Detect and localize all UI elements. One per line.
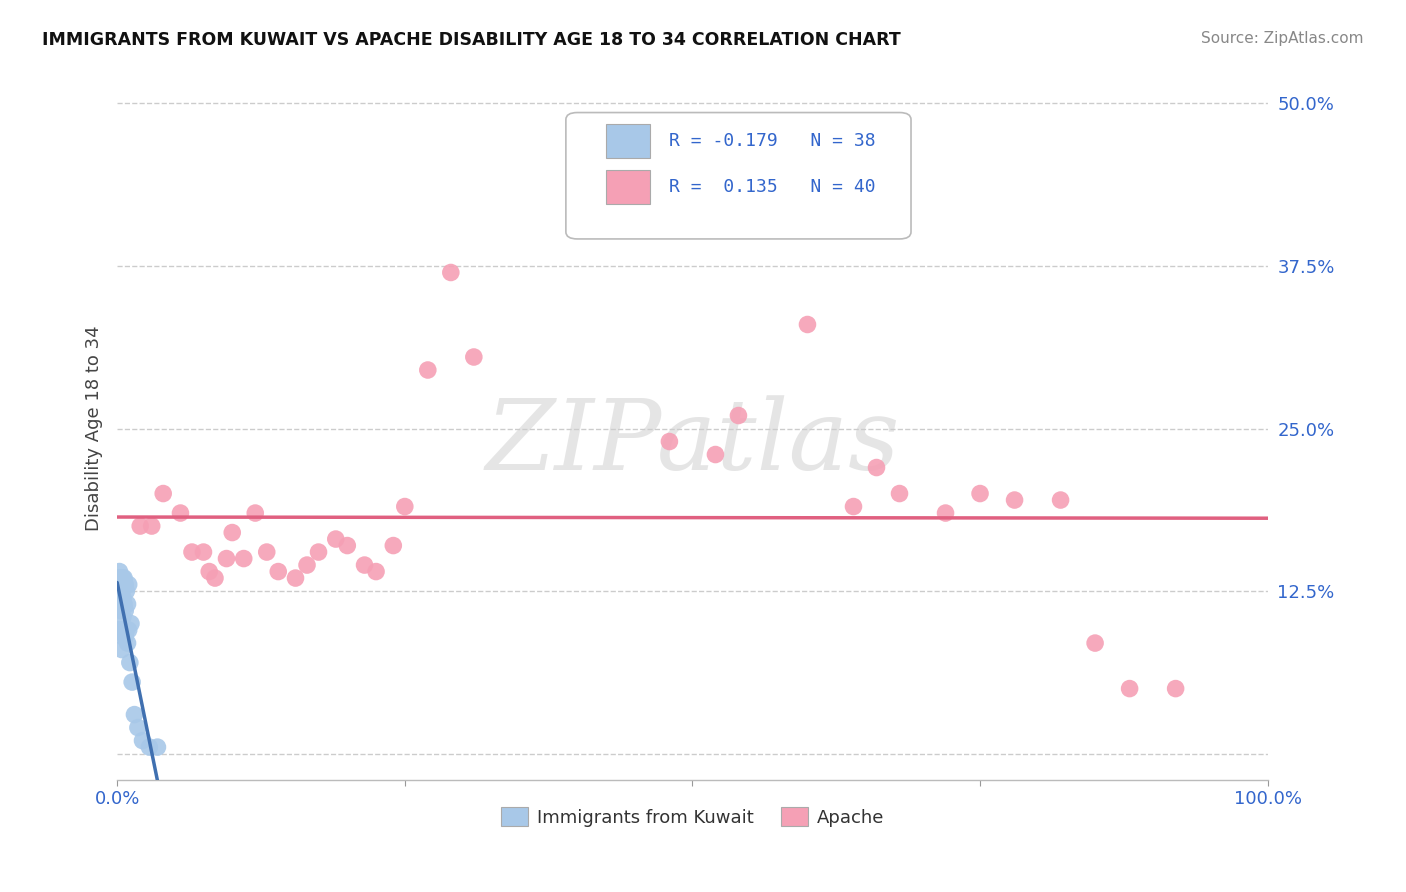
Point [181, 545, 204, 559]
Text: R =  0.135   N = 40: R = 0.135 N = 40 [669, 178, 876, 196]
Point [146, 740, 169, 755]
Point [463, 350, 485, 364]
Point [934, 506, 956, 520]
Text: IMMIGRANTS FROM KUWAIT VS APACHE DISABILITY AGE 18 TO 34 CORRELATION CHART: IMMIGRANTS FROM KUWAIT VS APACHE DISABIL… [42, 31, 901, 49]
Point [110, 584, 132, 599]
Point [110, 623, 132, 637]
FancyBboxPatch shape [565, 112, 911, 239]
Point [111, 597, 134, 611]
Point [107, 623, 129, 637]
Text: R = -0.179   N = 38: R = -0.179 N = 38 [669, 132, 876, 151]
Point [117, 636, 139, 650]
Point [121, 675, 143, 690]
Point [198, 565, 221, 579]
Point [131, 733, 153, 747]
Point [232, 551, 254, 566]
Point [118, 577, 141, 591]
Point [969, 486, 991, 500]
Point [141, 519, 163, 533]
Point [336, 539, 359, 553]
Point [111, 577, 134, 591]
FancyBboxPatch shape [606, 170, 650, 204]
Point [108, 591, 131, 605]
Point [1118, 681, 1140, 696]
Point [114, 630, 136, 644]
Point [114, 603, 136, 617]
Point [796, 318, 818, 332]
Point [118, 656, 141, 670]
Point [129, 519, 152, 533]
Point [120, 616, 142, 631]
Point [112, 597, 135, 611]
Point [108, 565, 131, 579]
Point [221, 525, 243, 540]
Point [127, 721, 149, 735]
Point [704, 448, 727, 462]
Point [111, 642, 134, 657]
Point [110, 571, 132, 585]
Point [152, 486, 174, 500]
Point [256, 545, 278, 559]
Point [658, 434, 681, 449]
Point [108, 623, 131, 637]
FancyBboxPatch shape [606, 125, 650, 158]
Point [111, 591, 134, 605]
Point [107, 571, 129, 585]
Point [416, 363, 439, 377]
Point [169, 506, 191, 520]
Point [115, 584, 138, 599]
Point [124, 707, 146, 722]
Point [112, 623, 135, 637]
Point [1084, 636, 1107, 650]
Point [245, 506, 267, 520]
Point [115, 623, 138, 637]
Point [138, 740, 160, 755]
Point [889, 486, 911, 500]
Point [727, 409, 749, 423]
Point [1164, 681, 1187, 696]
Legend: Immigrants from Kuwait, Apache: Immigrants from Kuwait, Apache [494, 800, 891, 834]
Y-axis label: Disability Age 18 to 34: Disability Age 18 to 34 [86, 326, 103, 532]
Point [325, 532, 347, 546]
Point [308, 545, 330, 559]
Point [111, 571, 134, 585]
Point [111, 630, 134, 644]
Text: ZIPatlas: ZIPatlas [485, 395, 900, 491]
Point [440, 265, 463, 279]
Point [284, 571, 307, 585]
Point [267, 565, 290, 579]
Point [204, 571, 226, 585]
Point [295, 558, 318, 572]
Point [107, 597, 129, 611]
Point [110, 603, 132, 617]
Point [117, 597, 139, 611]
Point [865, 460, 887, 475]
Point [842, 500, 865, 514]
Point [112, 571, 135, 585]
Point [1049, 493, 1071, 508]
Point [215, 551, 238, 566]
Point [114, 577, 136, 591]
Point [1004, 493, 1026, 508]
Point [364, 565, 387, 579]
Point [111, 610, 134, 624]
Point [353, 558, 375, 572]
Point [108, 577, 131, 591]
Point [118, 623, 141, 637]
Text: Source: ZipAtlas.com: Source: ZipAtlas.com [1201, 31, 1364, 46]
Point [193, 545, 215, 559]
Point [394, 500, 416, 514]
Point [382, 539, 405, 553]
